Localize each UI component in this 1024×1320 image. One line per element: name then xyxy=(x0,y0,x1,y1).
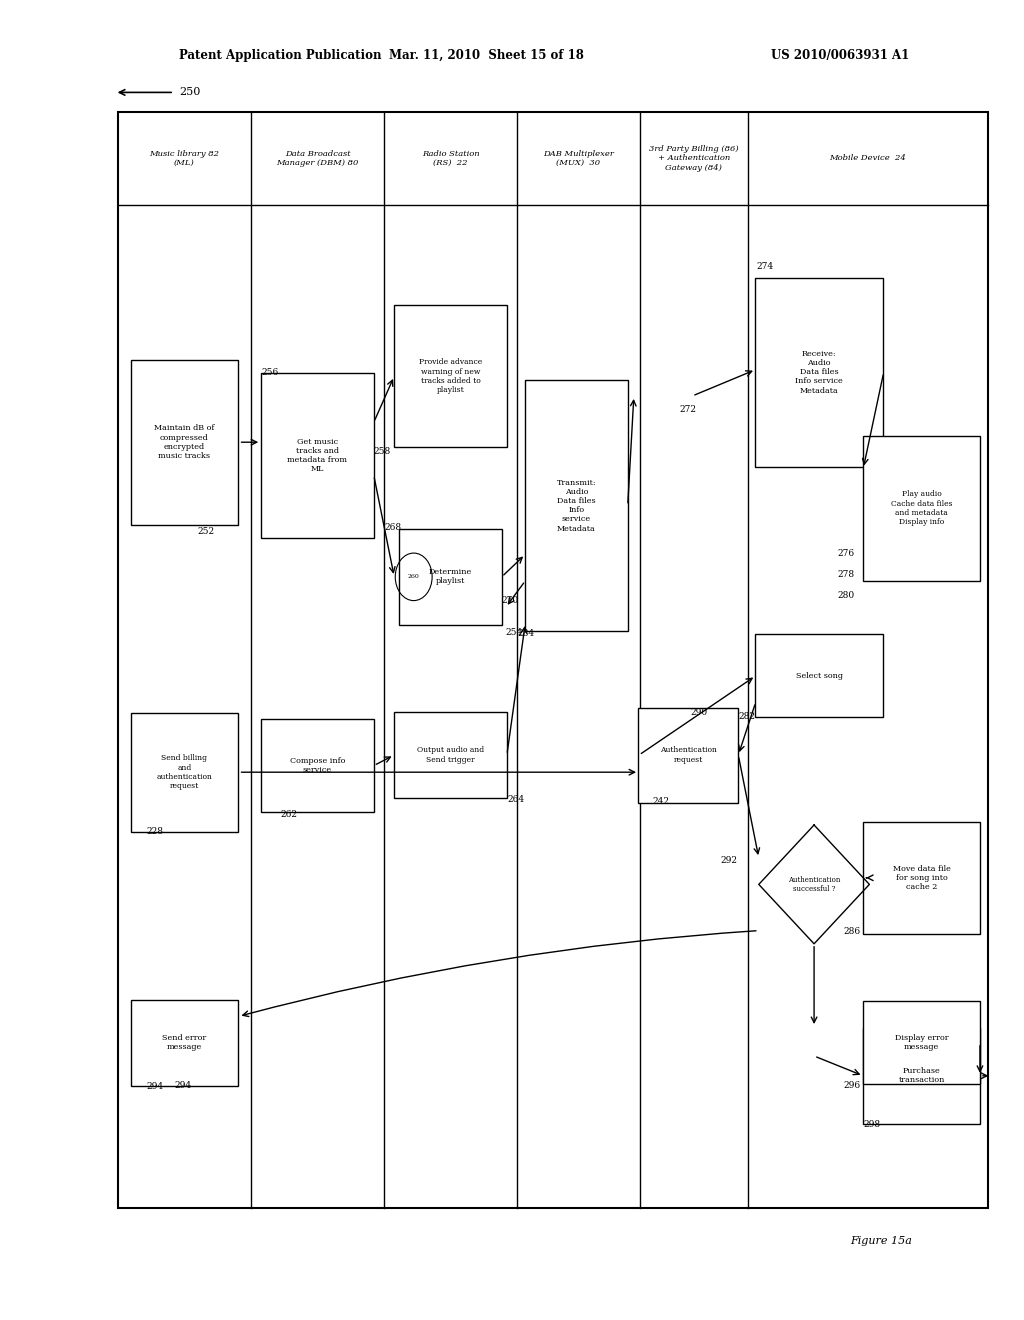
Text: Authentication
successful ?: Authentication successful ? xyxy=(787,875,841,894)
Text: 270: 270 xyxy=(502,597,519,605)
Text: 264: 264 xyxy=(508,796,525,804)
Bar xyxy=(131,713,238,832)
Text: 294: 294 xyxy=(146,1082,164,1090)
Text: 228: 228 xyxy=(146,828,164,836)
Text: Select song: Select song xyxy=(796,672,843,680)
Text: 268: 268 xyxy=(384,524,401,532)
Text: Mar. 11, 2010  Sheet 15 of 18: Mar. 11, 2010 Sheet 15 of 18 xyxy=(389,49,584,62)
Bar xyxy=(638,708,738,803)
Bar xyxy=(525,380,628,631)
Text: 280: 280 xyxy=(838,591,855,599)
Bar xyxy=(756,634,883,718)
Text: 262: 262 xyxy=(280,810,297,818)
Text: 298: 298 xyxy=(863,1121,881,1129)
Bar xyxy=(261,372,374,539)
Text: US 2010/0063931 A1: US 2010/0063931 A1 xyxy=(770,49,909,62)
Text: Send error
message: Send error message xyxy=(162,1034,207,1052)
Text: 260: 260 xyxy=(408,574,420,579)
Bar xyxy=(862,436,981,581)
Text: Send billing
and
authentication
request: Send billing and authentication request xyxy=(157,755,212,789)
Text: Transmit:
Audio
Data files
Info
service
Metadata: Transmit: Audio Data files Info service … xyxy=(557,479,596,532)
Text: Patent Application Publication: Patent Application Publication xyxy=(179,49,382,62)
Text: Authentication
request: Authentication request xyxy=(659,746,717,764)
Text: 3rd Party Billing (86)
+ Authentication
Gateway (84): 3rd Party Billing (86) + Authentication … xyxy=(649,145,738,172)
Text: Mobile Device  24: Mobile Device 24 xyxy=(829,154,906,162)
Bar xyxy=(118,112,988,1208)
Text: 286: 286 xyxy=(843,928,860,936)
Text: 254: 254 xyxy=(505,628,522,636)
Text: 252: 252 xyxy=(198,528,215,536)
Bar xyxy=(394,305,507,447)
Bar xyxy=(862,821,981,935)
Text: 284: 284 xyxy=(517,630,535,638)
Text: 258: 258 xyxy=(374,447,391,455)
Text: 256: 256 xyxy=(261,368,279,376)
Text: 290: 290 xyxy=(691,709,708,717)
Bar xyxy=(759,825,869,944)
Text: Receive:
Audio
Data files
Info service
Metadata: Receive: Audio Data files Info service M… xyxy=(796,350,843,395)
Text: DAB Multiplexer
(MUX)  30: DAB Multiplexer (MUX) 30 xyxy=(543,149,614,168)
Bar xyxy=(862,1001,981,1085)
Text: 272: 272 xyxy=(680,405,697,413)
Text: 278: 278 xyxy=(838,570,855,578)
Text: 242: 242 xyxy=(652,797,670,805)
Text: 274: 274 xyxy=(756,263,773,271)
Text: Radio Station
(RS)  22: Radio Station (RS) 22 xyxy=(422,149,479,168)
Bar xyxy=(131,1001,238,1085)
Bar xyxy=(394,713,507,797)
Text: Output audio and
Send trigger: Output audio and Send trigger xyxy=(417,746,484,764)
Text: Music library 82
(ML): Music library 82 (ML) xyxy=(150,149,219,168)
Text: Data Broadcast
Manager (DBM) 80: Data Broadcast Manager (DBM) 80 xyxy=(276,149,358,168)
Text: 250: 250 xyxy=(179,87,201,98)
Text: Determine
playlist: Determine playlist xyxy=(429,568,472,586)
Bar xyxy=(261,719,374,812)
Text: Figure 15a: Figure 15a xyxy=(850,1236,911,1246)
Bar xyxy=(131,359,238,524)
Text: Maintain dB of
compressed
encrypted
music tracks: Maintain dB of compressed encrypted musi… xyxy=(155,425,214,459)
Bar xyxy=(756,277,883,467)
Bar xyxy=(399,529,502,626)
Text: Compose info
service: Compose info service xyxy=(290,756,345,775)
Text: 294: 294 xyxy=(174,1081,191,1089)
Text: Display error
message: Display error message xyxy=(895,1034,948,1052)
Text: 292: 292 xyxy=(720,857,737,865)
Text: Move data file
for song into
cache 2: Move data file for song into cache 2 xyxy=(893,865,950,891)
Text: Play audio
Cache data files
and metadata
Display info: Play audio Cache data files and metadata… xyxy=(891,491,952,525)
Text: 296: 296 xyxy=(843,1081,860,1089)
Text: Provide advance
warning of new
tracks added to
playlist: Provide advance warning of new tracks ad… xyxy=(419,359,482,393)
Text: 276: 276 xyxy=(838,549,855,557)
Text: Purchase
transaction: Purchase transaction xyxy=(898,1067,945,1085)
Text: Get music
tracks and
metadata from
ML: Get music tracks and metadata from ML xyxy=(288,438,347,473)
Text: 282: 282 xyxy=(738,713,756,721)
Bar xyxy=(862,1028,981,1125)
